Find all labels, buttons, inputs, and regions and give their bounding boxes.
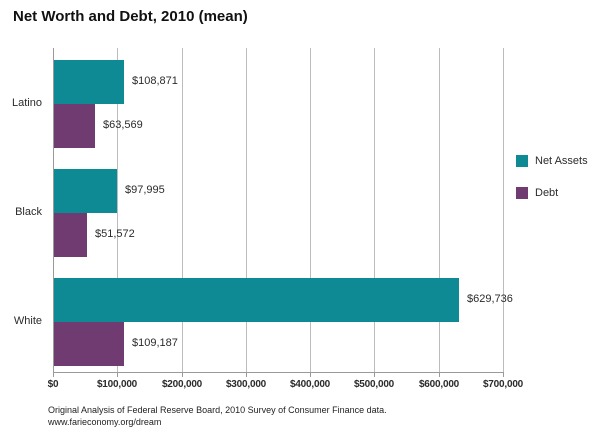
y-axis-line [53, 48, 54, 372]
category-label-black: Black [15, 206, 42, 218]
category-label-white: White [13, 315, 42, 327]
x-tick-mark [374, 372, 375, 377]
legend: Net Assets Debt [516, 152, 588, 216]
plot-area: $108,871 $63,569 $97,995 $51,572 $629,736 $10… [53, 48, 513, 372]
bar-value-label: $108,871 [132, 75, 178, 87]
legend-swatch-icon [516, 186, 528, 199]
bar-latino-net-assets [54, 60, 124, 104]
x-tick-label: $400,000 [289, 379, 331, 390]
bar-latino-debt [54, 104, 95, 148]
x-tick-label: $600,000 [418, 379, 460, 390]
gridline [182, 48, 183, 372]
bar-black-net-assets [54, 169, 117, 213]
x-axis-line [53, 372, 504, 373]
x-tick-mark [117, 372, 118, 377]
bar-value-label: $63,569 [103, 119, 143, 131]
x-tick-mark [246, 372, 247, 377]
x-tick-mark [53, 372, 54, 377]
bar-value-label: $51,572 [95, 228, 135, 240]
legend-label: Debt [535, 186, 559, 199]
footer-url-text: www.farieconomy.org/dream [48, 417, 162, 427]
legend-swatch-icon [516, 154, 528, 167]
x-tick-label: $700,000 [482, 379, 524, 390]
gridline [374, 48, 375, 372]
bar-value-label: $629,736 [467, 293, 513, 305]
chart-title: Net Worth and Debt, 2010 (mean) [13, 8, 248, 25]
gridline [503, 48, 504, 372]
bar-value-label: $109,187 [132, 337, 178, 349]
bar-value-label: $97,995 [125, 184, 165, 196]
x-tick-label: $100,000 [96, 379, 138, 390]
footer-source-text: Original Analysis of Federal Reserve Boa… [48, 405, 387, 415]
gridline [310, 48, 311, 372]
x-tick-mark [182, 372, 183, 377]
bar-black-debt [54, 213, 87, 257]
legend-item: Debt [516, 184, 588, 199]
x-tick-label: $300,000 [225, 379, 267, 390]
x-tick-label: $200,000 [161, 379, 203, 390]
bar-white-net-assets [54, 278, 459, 322]
legend-label: Net Assets [535, 154, 588, 167]
x-tick-label: $500,000 [353, 379, 395, 390]
x-tick-mark [503, 372, 504, 377]
legend-item: Net Assets [516, 152, 588, 167]
x-tick-mark [310, 372, 311, 377]
gridline [439, 48, 440, 372]
x-tick-mark [439, 372, 440, 377]
category-label-latino: Latino [12, 97, 42, 109]
x-tick-label: $0 [47, 379, 59, 390]
gridline [117, 48, 118, 372]
bar-white-debt [54, 322, 124, 366]
gridline [246, 48, 247, 372]
